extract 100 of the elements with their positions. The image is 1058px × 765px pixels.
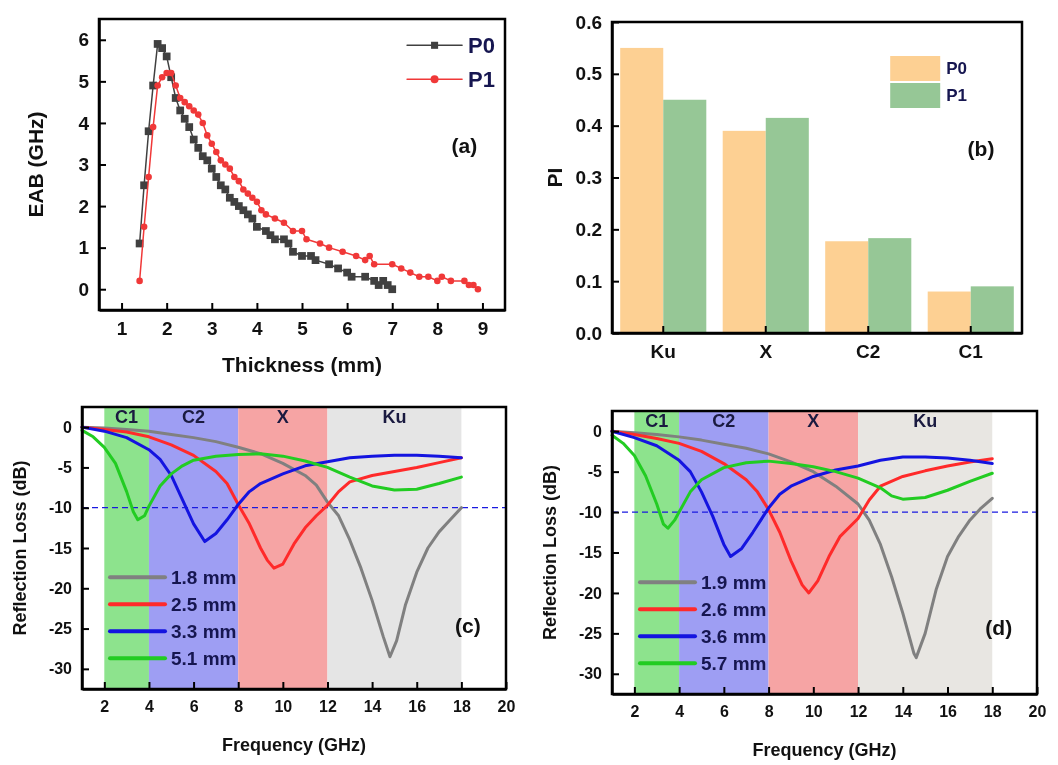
point (258, 206, 265, 214)
x-tick-label: 4 (252, 318, 264, 340)
band-label: C1 (115, 407, 139, 427)
x-tick-label: 20 (1028, 703, 1047, 721)
y-axis-title: Reflection Loss (dB) (540, 464, 560, 641)
point (158, 44, 167, 52)
point (311, 256, 320, 264)
y-tick-label: 0.2 (575, 218, 602, 240)
x-tick-label: C1 (958, 341, 984, 363)
x-tick-label: 3 (206, 318, 218, 340)
y-tick-label: -15 (48, 539, 73, 557)
bar (765, 117, 809, 333)
x-axis-title: Frequency (GHz) (752, 740, 897, 760)
x-tick-label: X (759, 341, 773, 363)
x-axis-title: Thickness (mm) (222, 353, 382, 376)
x-tick-label: 6 (189, 698, 199, 716)
point (140, 223, 148, 231)
x-axis-title: Frequency (GHz) (221, 735, 367, 755)
band-label: C2 (182, 407, 206, 427)
y-tick-label: 5 (78, 70, 90, 92)
y-tick-label: 0.1 (575, 270, 603, 292)
x-tick-label: 16 (939, 703, 958, 721)
point (185, 103, 193, 110)
point (425, 273, 432, 281)
point (194, 111, 202, 118)
annotation: (a) (451, 133, 478, 157)
x-tick-label: 6 (342, 318, 353, 340)
point (208, 140, 216, 147)
point (162, 52, 171, 61)
annotation: (d) (985, 615, 1013, 639)
point (176, 94, 184, 102)
x-tick-label: 18 (983, 703, 1002, 721)
legend-label: 1.9 mm (701, 572, 767, 593)
x-tick-label: 10 (804, 703, 823, 721)
point (339, 248, 346, 256)
legend-label: P1 (468, 67, 495, 92)
legend-label: P0 (468, 33, 495, 58)
point (149, 123, 157, 131)
point (461, 277, 468, 285)
point (176, 106, 185, 115)
y-axis-title: PI (543, 167, 566, 188)
point (222, 161, 229, 168)
legend-label: P0 (946, 58, 967, 78)
y-tick-label: 2 (78, 195, 89, 217)
x-tick-label: 5 (297, 318, 309, 340)
point (298, 252, 306, 260)
point (334, 264, 342, 273)
point (189, 135, 198, 144)
line-series (80, 428, 463, 522)
y-tick-label: -15 (578, 544, 603, 562)
bar (970, 286, 1014, 333)
legend-label: 5.1 mm (171, 648, 237, 669)
bar (722, 130, 766, 333)
point (185, 123, 194, 131)
y-tick-label: -5 (587, 463, 603, 481)
point (271, 235, 279, 244)
y-tick-label: -20 (578, 584, 603, 602)
point (213, 148, 220, 156)
y-tick-label: 0 (593, 422, 603, 440)
x-tick-label: 8 (234, 698, 244, 716)
y-tick-label: -20 (48, 579, 73, 597)
y-tick-label: -30 (578, 665, 603, 683)
x-tick-label: 2 (161, 318, 173, 340)
point (303, 236, 310, 243)
y-tick-label: 1 (78, 237, 90, 259)
band-label: Ku (382, 407, 407, 427)
y-axis-title: EAB (GHz) (24, 111, 47, 218)
line-series (610, 433, 994, 530)
point (298, 227, 306, 235)
point (361, 256, 369, 264)
y-tick-label: 0.0 (575, 322, 602, 344)
point (240, 186, 247, 193)
band-label: X (807, 411, 820, 431)
y-tick-label: 0 (78, 278, 89, 300)
x-tick-label: 20 (497, 698, 516, 716)
y-tick-label: 0.5 (575, 63, 603, 85)
y-tick-label: 0.4 (575, 115, 603, 137)
legend-label: 1.8 mm (171, 567, 237, 588)
band-label: C2 (712, 411, 736, 431)
bar (663, 99, 707, 333)
point (361, 272, 370, 281)
point (271, 215, 279, 222)
bar (868, 238, 912, 333)
y-tick-label: -5 (57, 459, 73, 477)
bar (927, 291, 971, 333)
legend-label: 5.7 mm (701, 653, 767, 674)
point (181, 98, 188, 106)
point (388, 260, 396, 268)
point (347, 272, 356, 281)
point (136, 277, 143, 285)
point (289, 247, 297, 256)
y-tick-label: 6 (78, 29, 89, 51)
y-tick-label: 0.3 (575, 167, 602, 189)
point (207, 164, 216, 173)
point (172, 82, 179, 89)
x-tick-label: 4 (144, 698, 154, 716)
point (194, 144, 203, 152)
point (397, 265, 405, 272)
y-tick-label: 0.6 (575, 11, 602, 33)
x-tick-label: Ku (650, 341, 676, 363)
